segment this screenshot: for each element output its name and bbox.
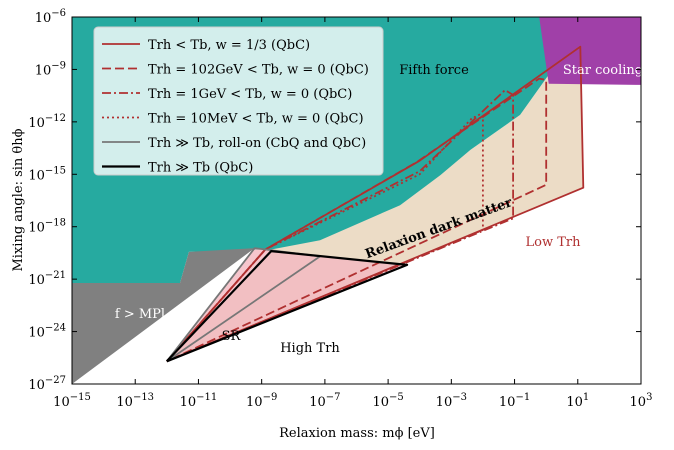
tick-label: 10−13 bbox=[116, 392, 154, 410]
tick-label: 10−15 bbox=[53, 392, 91, 410]
plot-frame bbox=[71, 16, 642, 385]
legend-label: Trh = 1GeV < Tb, w = 0 (QbC) bbox=[148, 87, 352, 102]
annotation: High Trh bbox=[280, 341, 340, 356]
legend-label: Trh = 102GeV < Tb, w = 0 (QbC) bbox=[148, 63, 369, 78]
series-line bbox=[166, 250, 409, 363]
tick-label: 10−18 bbox=[28, 218, 66, 236]
region bbox=[72, 248, 255, 384]
x-axis-label: Relaxion mass: mϕ [eV] bbox=[279, 426, 435, 441]
tick-label: 10−21 bbox=[28, 270, 66, 288]
tick-label: 103 bbox=[630, 392, 653, 410]
tick-label: 10−9 bbox=[246, 392, 277, 410]
annotation: Low Trh bbox=[526, 235, 582, 250]
tick-label: 10−12 bbox=[28, 113, 66, 131]
region bbox=[539, 17, 641, 85]
legend-box bbox=[93, 26, 384, 176]
tick-label: 10−27 bbox=[28, 375, 66, 393]
tick-label: 10−6 bbox=[35, 8, 66, 26]
tick-label: 10−5 bbox=[372, 392, 403, 410]
tick-label: 10−11 bbox=[180, 392, 218, 410]
legend-label: Trh = 10MeV < Tb, w = 0 (QbC) bbox=[148, 112, 364, 127]
tick-label: 10−7 bbox=[309, 392, 340, 410]
tick-label: 10−1 bbox=[499, 392, 530, 410]
y-axis-label: Mixing angle: sin θhϕ bbox=[11, 128, 26, 271]
legend-label: Trh ≫ Tb (QbC) bbox=[148, 161, 253, 176]
annotation: SR bbox=[222, 329, 242, 344]
series-line bbox=[166, 115, 484, 363]
annotation: Star cooling bbox=[563, 63, 643, 78]
tick-label: 101 bbox=[566, 392, 589, 410]
tick-label: 10−24 bbox=[28, 323, 66, 341]
annotation: f > MPl bbox=[115, 307, 165, 322]
legend-label: Trh < Tb, w = 1/3 (QbC) bbox=[148, 38, 310, 53]
tick-label: 10−15 bbox=[28, 165, 66, 183]
annotation: Fifth force bbox=[399, 63, 469, 78]
legend-label: Trh ≫ Tb, roll-on (CbQ and QbC) bbox=[148, 136, 366, 151]
tick-label: 10−9 bbox=[35, 60, 66, 78]
tick-label: 10−3 bbox=[436, 392, 467, 410]
